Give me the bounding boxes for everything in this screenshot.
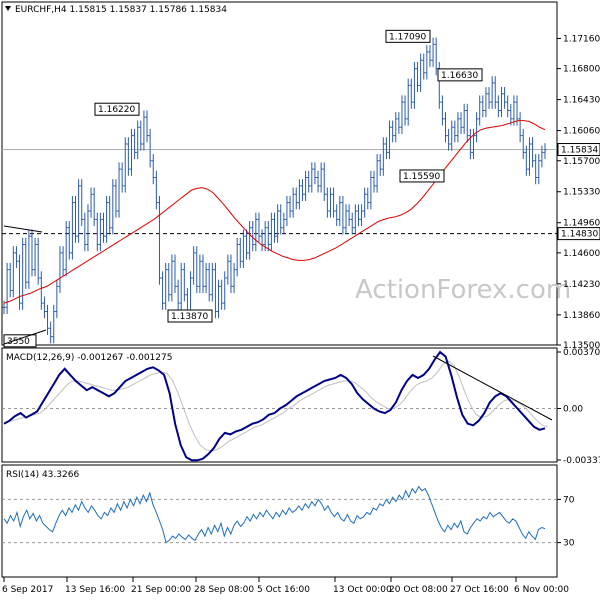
price-annotation-box [3, 334, 37, 348]
watermark: ActionForex.com [355, 275, 571, 305]
price-y-axis: 1.17160 1.16800 1.16430 1.16060 1.15700 1.153… [557, 34, 600, 351]
price-panel-frame [1, 1, 558, 346]
price-y-tick-label: 1.13860 [563, 311, 600, 321]
x-tick-label: 21 Sep 00:00 [131, 585, 191, 595]
price-annotation-box [399, 169, 445, 183]
price-annotation-label: 1.13870 [171, 312, 208, 322]
macd-panel-frame [1, 347, 558, 463]
macd-y-axis: 0.003705 0.00 -0.003379 [557, 348, 600, 466]
price-bars [2, 37, 547, 344]
macd-panel: 0.003705 0.00 -0.003379 MACD(12,26,9) -0.0… [1, 347, 600, 466]
rsi-y-axis: 70 30 [557, 495, 575, 549]
rsi-panel: 70 30 RSI(14) 43.3266 [1, 464, 575, 578]
macd-y-tick-label: -0.003379 [563, 456, 600, 466]
price-y-tick-label: 1.15700 [563, 157, 600, 167]
x-tick-label: 5 Oct 16:00 [257, 585, 310, 595]
price-annotations: 1.17090 1.16630 1.16220 1.15590 1.13870 3550 [3, 29, 483, 348]
rsi-y-tick-label: 70 [563, 495, 575, 505]
price-y-tick-label: 1.16060 [563, 127, 600, 137]
price-annotation-box [94, 102, 140, 116]
price-annotation-label: 1.15590 [403, 172, 440, 182]
price-y-tick-label: 1.13500 [563, 341, 600, 351]
x-tick-label: 6 Sep 2017 [2, 585, 53, 595]
price-trendline-upper [3, 225, 43, 233]
macd-y-tick-label: 0.003705 [563, 348, 600, 358]
rsi-y-tick-label: 30 [563, 539, 575, 549]
macd-trendline [432, 355, 553, 421]
x-tick-label: 6 Nov 00:00 [514, 585, 569, 595]
current-price-label: 1.15834 [561, 146, 598, 156]
price-y-tick-label: 1.17160 [563, 34, 600, 44]
price-annotation-box [385, 29, 431, 43]
rsi-line [3, 485, 546, 544]
support-level-label: 1.14830 [561, 230, 598, 240]
price-panel-header: EURCHF,H4 1.15815 1.15837 1.15786 1.1583… [15, 5, 227, 15]
x-tick-label: 27 Oct 16:00 [450, 585, 509, 595]
price-trendline-lower [3, 329, 47, 345]
price-annotation-box [437, 68, 483, 82]
rsi-panel-frame [1, 464, 558, 578]
price-gridlines [2, 149, 557, 235]
macd-panel-header: MACD(12,26,9) -0.001267 -0.001275 [6, 353, 172, 363]
current-price-box [557, 143, 600, 157]
macd-main-line [3, 350, 546, 462]
rsi-panel-header: RSI(14) 43.3266 [6, 470, 79, 480]
price-y-tick-label: 1.15330 [563, 188, 600, 198]
price-annotation-label: 1.17090 [389, 32, 426, 42]
x-tick-label: 28 Sep 08:00 [194, 585, 254, 595]
price-annotation-label: 3550 [7, 337, 30, 347]
x-tick-label: 20 Oct 08:00 [389, 585, 448, 595]
moving-average-line [3, 120, 546, 304]
price-annotation-box [167, 309, 213, 323]
price-annotation-label: 1.16630 [441, 71, 478, 81]
macd-signal-line [6, 360, 549, 452]
macd-y-tick-label: 0.00 [563, 404, 583, 414]
price-y-tick-label: 1.14230 [563, 280, 600, 290]
x-tick-label: 13 Oct 00:00 [333, 585, 392, 595]
dropdown-triangle-icon [5, 6, 11, 11]
x-tick-label: 13 Sep 16:00 [65, 585, 125, 595]
price-y-tick-label: 1.16800 [563, 65, 600, 75]
support-level-box [557, 227, 600, 241]
price-panel: ActionForex.com 1.171601.168001.164301.1… [1, 1, 600, 351]
price-annotation-label: 1.16220 [98, 105, 135, 115]
price-y-tick-label: 1.14960 [563, 219, 600, 229]
rsi-gridlines [2, 498, 557, 544]
x-axis: 6 Sep 2017 13 Sep 16:00 21 Sep 00:00 28 Sep… [2, 577, 569, 595]
price-y-tick-label: 1.16430 [563, 96, 600, 106]
price-y-tick-label: 1.14600 [563, 249, 600, 259]
